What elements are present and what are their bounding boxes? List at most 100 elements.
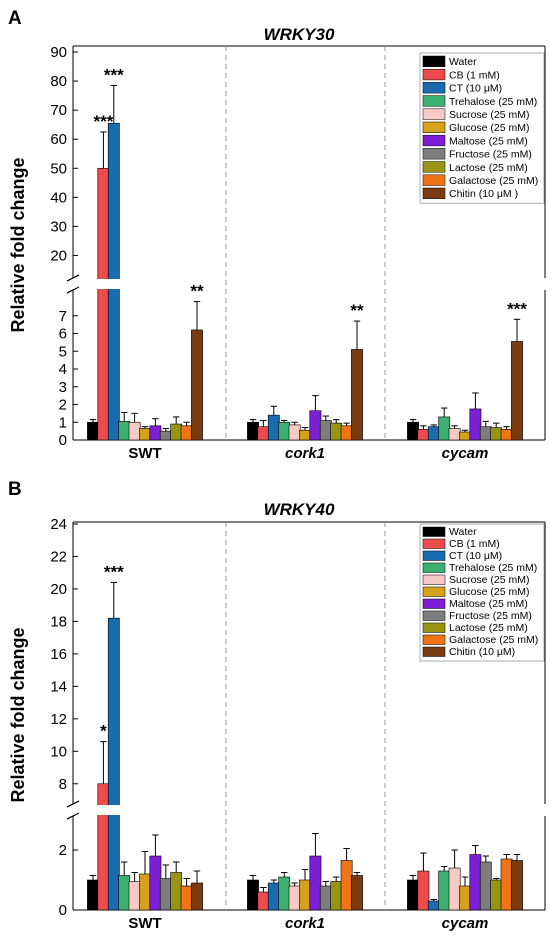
axis-break-gap xyxy=(71,805,141,815)
legend-entry: Lactose (25 mM) xyxy=(449,622,528,634)
y-tick-label: 14 xyxy=(50,678,67,695)
x-group-label: SWT xyxy=(128,445,161,462)
bar xyxy=(159,878,172,911)
legend-entry: Trehalose (25 mM) xyxy=(449,562,537,574)
bar xyxy=(340,425,353,441)
legend-swatch xyxy=(422,646,446,657)
bar xyxy=(191,882,203,911)
significance-label: *** xyxy=(104,65,124,84)
x-group-label: cycam xyxy=(442,915,489,932)
y-tick-label: 20 xyxy=(50,247,67,264)
legend-entry: Chitin (10 μM) xyxy=(449,646,515,658)
bar xyxy=(149,425,162,441)
bar xyxy=(180,885,193,911)
legend-swatch xyxy=(422,622,446,633)
bar xyxy=(247,879,259,911)
legend-entry: CT (10 μM) xyxy=(449,83,502,95)
legend-swatch xyxy=(422,526,446,537)
x-group-label: cork1 xyxy=(285,915,325,932)
y-tick-label: 70 xyxy=(50,102,67,119)
legend-swatch xyxy=(422,55,446,67)
legend-entry: CB (1 mM) xyxy=(449,538,500,550)
bar xyxy=(107,617,120,911)
legend-swatch xyxy=(422,574,446,585)
legend-swatch xyxy=(422,148,446,160)
y-tick-label: 40 xyxy=(50,189,67,206)
y-tick-label: 2 xyxy=(59,842,67,859)
bar xyxy=(97,167,110,441)
legend-swatch xyxy=(422,121,446,133)
bar xyxy=(299,429,311,441)
bar xyxy=(309,410,322,441)
bar xyxy=(118,421,131,441)
legend-entry: Trehalose (25 mM) xyxy=(449,96,537,108)
legend-entry: CT (10 μM) xyxy=(449,550,502,562)
legend-entry: Fructose (25 mM) xyxy=(449,610,532,622)
y-tick-label: 7 xyxy=(59,308,67,325)
legend-entry: Water xyxy=(449,526,477,538)
significance-label: ** xyxy=(350,301,364,320)
bar xyxy=(87,879,99,911)
legend-swatch xyxy=(422,586,446,597)
y-axis-title: Relative fold change xyxy=(8,157,28,332)
legend-entry: Maltose (25 mM) xyxy=(449,598,528,610)
bar xyxy=(459,885,471,911)
bar xyxy=(191,329,203,441)
bar xyxy=(407,879,419,911)
bar xyxy=(459,431,471,441)
bar xyxy=(247,421,259,441)
legend-swatch xyxy=(422,598,446,609)
axis-break-mark xyxy=(66,800,80,808)
legend-swatch xyxy=(422,187,446,199)
y-tick-label: 0 xyxy=(59,432,67,449)
bar xyxy=(97,783,110,911)
chart-title: WRKY40 xyxy=(264,500,335,519)
y-tick-label: 22 xyxy=(50,548,67,565)
bar xyxy=(351,875,363,911)
bar xyxy=(288,424,301,441)
bar xyxy=(500,429,513,441)
legend-entry: Maltose (25 mM) xyxy=(449,135,528,147)
bar xyxy=(139,428,151,441)
bar xyxy=(479,861,492,911)
legend-entry: Glucose (25 mM) xyxy=(449,122,530,134)
legend-swatch xyxy=(422,95,446,107)
y-tick-label: 3 xyxy=(59,379,67,396)
legend-entry: CB (1 mM) xyxy=(449,69,500,81)
y-tick-label: 4 xyxy=(59,361,67,378)
legend-swatch xyxy=(422,562,446,573)
legend-swatch xyxy=(422,538,446,549)
bar xyxy=(309,855,322,911)
bar xyxy=(319,420,332,441)
bar xyxy=(490,427,503,441)
x-group-label: SWT xyxy=(128,915,161,932)
bar xyxy=(319,885,332,911)
legend-swatch xyxy=(422,550,446,561)
bar xyxy=(180,425,193,441)
axis-break-mark xyxy=(66,274,80,282)
legend-entry: Chitin (10 μM ) xyxy=(449,188,518,200)
axis-break-mark xyxy=(66,286,80,294)
bar xyxy=(267,882,280,911)
legend-entry: Sucrose (25 mM) xyxy=(449,574,530,586)
axis-break-mark xyxy=(66,812,80,820)
legend-entry: Galactose (25 mM) xyxy=(449,634,538,646)
bar xyxy=(330,422,343,441)
panel-b: 0 2 8 10 12 14 16 18 20 22 24 WRKY40 B Relative fold … xyxy=(8,479,546,932)
bar xyxy=(511,341,523,441)
bar xyxy=(427,900,440,911)
legend-swatch xyxy=(422,174,446,186)
bar xyxy=(340,860,353,911)
legend-swatch xyxy=(422,108,446,120)
legend-entry: Water xyxy=(449,56,477,68)
legend-entry: Sucrose (25 mM) xyxy=(449,109,530,121)
y-tick-label: 0 xyxy=(59,902,67,919)
significance-label: * xyxy=(100,722,107,741)
legend-swatch xyxy=(422,68,446,81)
significance-label: *** xyxy=(507,299,527,318)
bar xyxy=(351,349,363,441)
bar xyxy=(139,873,151,911)
bar xyxy=(87,421,99,441)
bar xyxy=(417,429,430,441)
